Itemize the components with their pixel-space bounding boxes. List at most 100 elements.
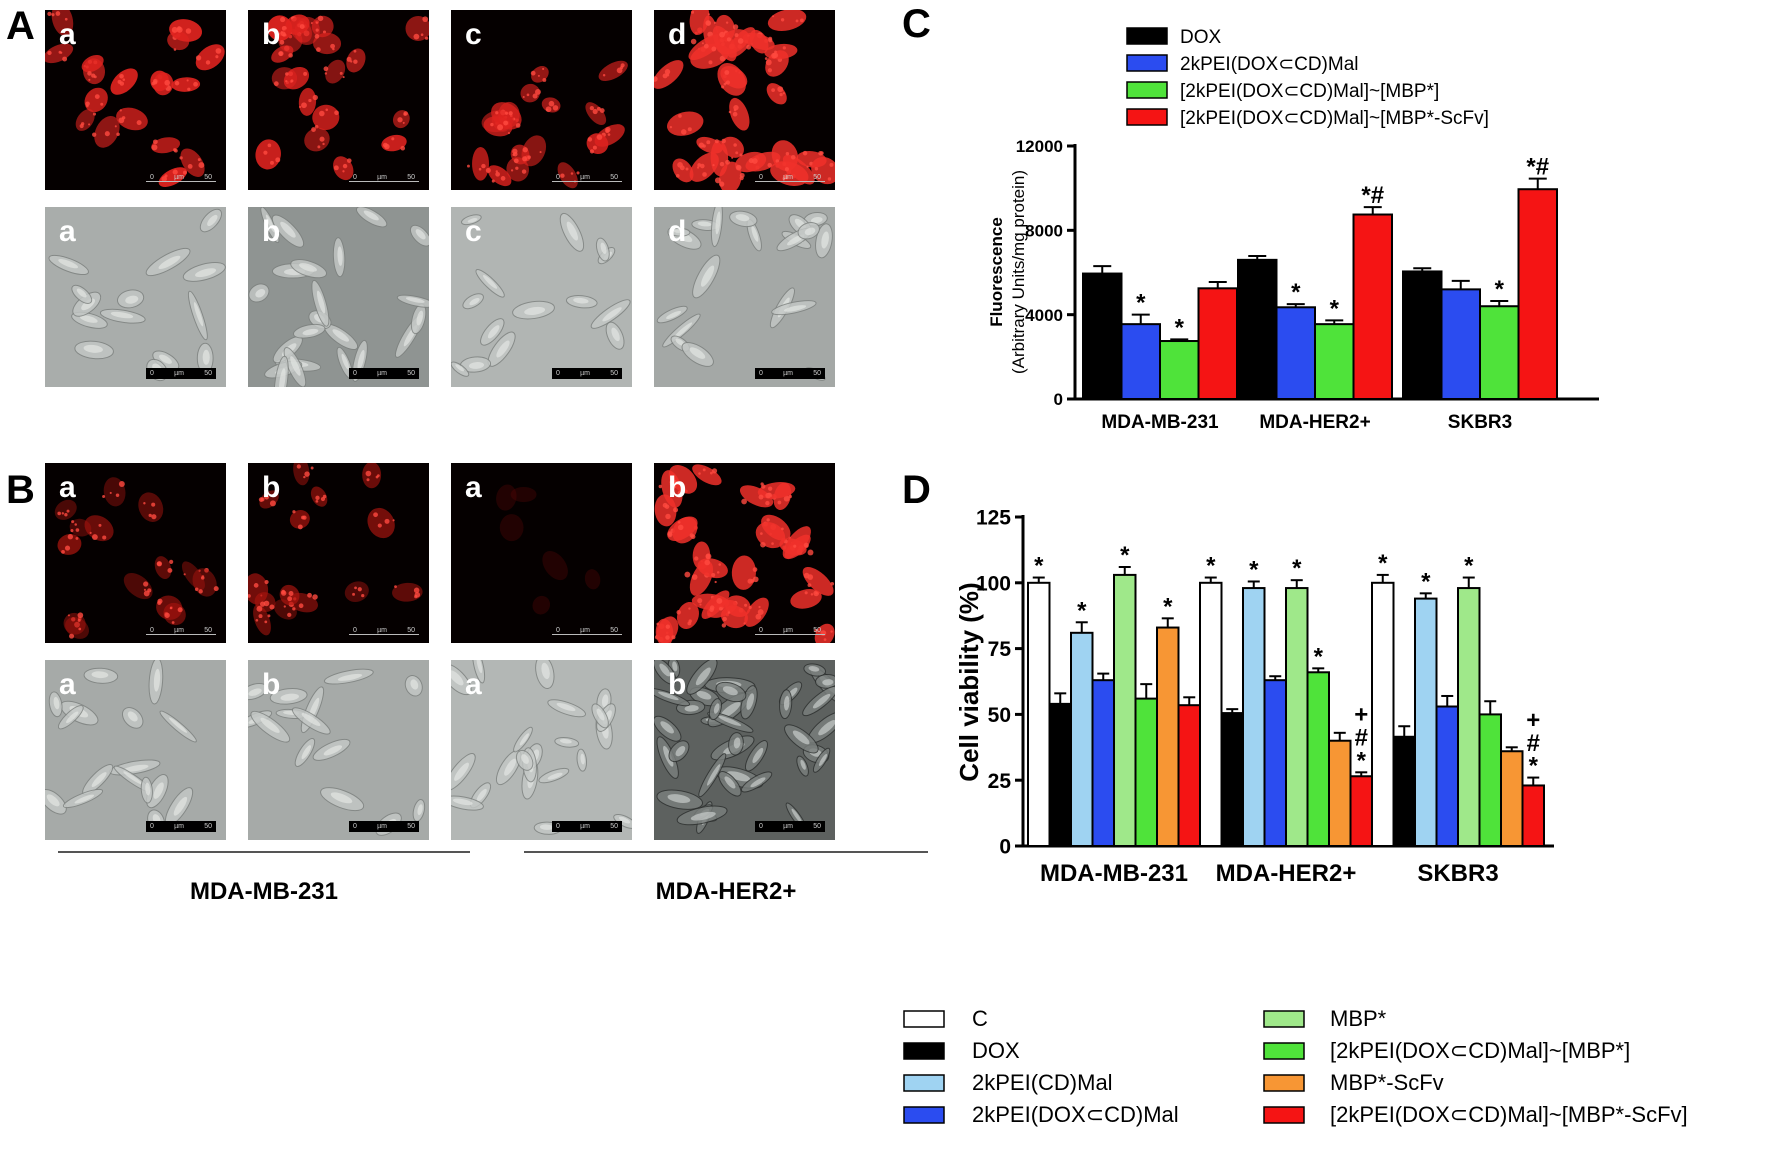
cell-speck xyxy=(314,34,320,39)
cell-highlight xyxy=(290,356,301,376)
cell-highlight xyxy=(573,297,589,304)
cell-speck xyxy=(702,144,706,148)
cell-fluorescence-image xyxy=(248,463,423,636)
cell-speck xyxy=(88,123,91,126)
scale-bar: 0 µm 50 xyxy=(552,368,622,379)
cell-speck xyxy=(269,500,276,507)
cell-speck xyxy=(687,621,692,626)
cell-speck xyxy=(298,603,304,609)
cell-speck xyxy=(662,502,668,508)
cell-speck xyxy=(197,158,201,162)
cell-highlight xyxy=(696,690,712,700)
cell-highlight xyxy=(750,777,766,788)
scale-bar: 0 µm 50 xyxy=(146,368,216,379)
cell-brightfield-image xyxy=(248,668,426,836)
cell-speck xyxy=(342,75,345,79)
bar xyxy=(1159,340,1200,401)
cell-speck xyxy=(771,88,775,93)
cell-speck xyxy=(777,86,784,93)
cell-speck xyxy=(339,71,343,75)
cell-speck xyxy=(315,495,320,500)
cell-highlight xyxy=(783,696,790,711)
cell-speck xyxy=(527,155,531,160)
cell-highlight xyxy=(476,788,487,802)
cell-speck xyxy=(783,174,789,179)
cell-speck xyxy=(92,112,97,116)
cell-speck xyxy=(576,171,580,175)
cell-speck xyxy=(743,622,746,625)
cell-speck xyxy=(215,55,219,59)
cell-speck xyxy=(810,593,814,596)
cell-speck xyxy=(587,137,593,142)
cell-blob xyxy=(253,604,271,636)
micrograph-fluorescence: c 0 µm 50 xyxy=(451,10,632,190)
panel-a-letter: A xyxy=(6,4,35,48)
cell-blob xyxy=(123,573,153,600)
cell-speck xyxy=(382,142,388,148)
image-sublabel: d xyxy=(668,18,687,51)
cell-speck xyxy=(301,102,307,109)
cell-blob xyxy=(171,77,201,92)
cell-highlight xyxy=(195,268,217,278)
cell-speck xyxy=(718,606,723,611)
bar xyxy=(1242,587,1266,848)
y-tick-label: 25 xyxy=(988,770,1012,793)
y-axis-title-line2: (Arbitrary Units/mg protein) xyxy=(1009,170,1028,374)
bar xyxy=(1275,306,1316,401)
image-sublabel: b xyxy=(262,471,281,504)
micrograph-fluorescence: a 0 µm 50 xyxy=(45,463,226,643)
cell-speck xyxy=(673,507,679,513)
scale-bar: 0 µm 50 xyxy=(552,821,622,832)
cell-speck xyxy=(194,587,199,592)
bar xyxy=(1237,258,1278,400)
cell-highlight xyxy=(726,771,751,782)
cell-speck xyxy=(281,589,286,595)
cell-speck xyxy=(77,618,81,622)
cell-speck xyxy=(722,616,727,622)
cell-speck xyxy=(299,24,305,30)
cell-highlight xyxy=(596,708,605,721)
cell-speck xyxy=(420,33,424,37)
cell-speck xyxy=(734,33,739,38)
cell-blob xyxy=(692,464,722,486)
cell-speck xyxy=(599,108,605,114)
cell-highlight xyxy=(79,315,98,323)
cell-speck xyxy=(592,108,598,115)
cell-blob xyxy=(158,167,187,187)
micrograph-fluorescence: b 0 µm 50 xyxy=(654,463,835,643)
micrograph-brightfield: b 0 µm 50 xyxy=(248,207,429,387)
cell-speck xyxy=(334,110,339,116)
cell-speck xyxy=(324,72,328,75)
cell-speck xyxy=(522,147,528,153)
cell-speck xyxy=(607,133,611,136)
cell-fluorescence-image xyxy=(467,60,628,189)
y-tick-label: 4000 xyxy=(1025,306,1063,325)
cell-speck xyxy=(716,571,720,574)
cell-speck xyxy=(311,127,316,132)
cell-highlight xyxy=(566,221,578,241)
image-sublabel: b xyxy=(262,215,281,248)
cell-speck xyxy=(539,151,542,154)
cell-speck xyxy=(716,597,723,604)
cell-speck xyxy=(719,31,725,38)
cell-highlight xyxy=(46,794,60,807)
cell-speck xyxy=(156,561,162,567)
cell-speck xyxy=(690,38,697,45)
cell-speck xyxy=(490,122,494,127)
cell-speck xyxy=(402,121,405,124)
cell-highlight xyxy=(455,364,465,372)
cell-speck xyxy=(342,170,345,173)
cell-speck xyxy=(771,542,774,545)
cell-highlight xyxy=(556,702,576,712)
bar xyxy=(1197,287,1238,400)
cell-speck xyxy=(213,586,219,592)
legend-label: 2kPEI(CD)Mal xyxy=(972,1070,1113,1095)
image-sublabel: b xyxy=(262,18,281,51)
scale-bar: 0 µm 50 xyxy=(755,626,825,635)
legend-label: MBP* xyxy=(1330,1006,1387,1031)
cell-highlight xyxy=(483,275,498,289)
cell-speck xyxy=(303,71,308,76)
cell-speck xyxy=(596,106,601,111)
cell-speck xyxy=(182,170,187,175)
cell-speck xyxy=(714,177,721,184)
